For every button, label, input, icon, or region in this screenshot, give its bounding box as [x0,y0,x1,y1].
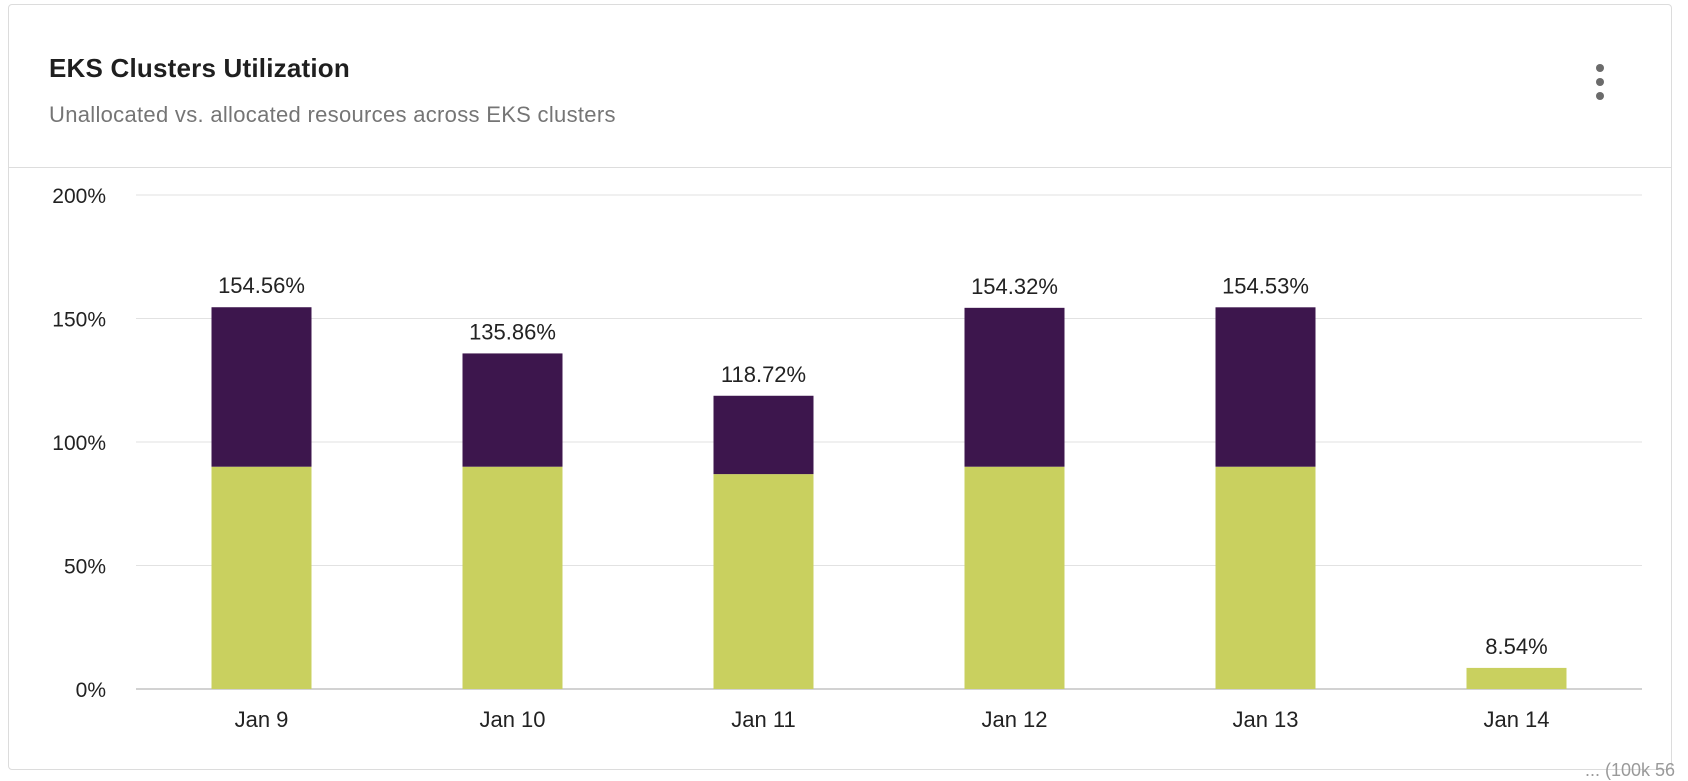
card-header: EKS Clusters Utilization Unallocated vs.… [9,5,1671,168]
more-vertical-icon-dot [1596,92,1604,100]
y-tick-label: 100% [52,432,106,455]
data-label: 154.53% [1222,273,1309,298]
bar-allocated [1215,466,1316,689]
card-title: EKS Clusters Utilization [49,53,350,83]
data-label: 8.54% [1485,634,1547,659]
bar-unallocated [964,307,1065,467]
bar-allocated [1466,667,1567,689]
bar-allocated [713,474,814,689]
more-options-button[interactable] [1585,60,1615,104]
x-tick-label: Jan 13 [1232,707,1298,732]
data-label: 154.56% [218,273,305,298]
y-tick-label: 50% [64,556,106,579]
card-subtitle: Unallocated vs. allocated resources acro… [49,102,616,127]
data-label: 118.72% [721,362,806,387]
bar-unallocated [211,307,312,467]
y-tick-label: 0% [76,679,106,702]
more-vertical-icon [1596,64,1604,72]
data-label: 154.32% [971,274,1058,299]
more-vertical-icon-dot [1596,78,1604,86]
x-tick-label: Jan 11 [731,707,795,732]
x-tick-label: Jan 9 [235,707,289,732]
bar-allocated [462,466,563,689]
bar-unallocated [1215,307,1316,467]
x-tick-label: Jan 14 [1483,707,1549,732]
data-label: 135.86% [469,319,556,344]
bar-allocated [964,466,1065,689]
bar-unallocated [462,353,563,467]
bar-allocated [211,466,312,689]
x-tick-label: Jan 12 [981,707,1047,732]
x-tick-label: Jan 10 [479,707,545,732]
y-tick-label: 150% [52,309,106,332]
y-tick-label: 200% [52,185,106,208]
bar-unallocated [713,395,814,475]
footer-note: ... (100k 56 [1585,760,1676,780]
